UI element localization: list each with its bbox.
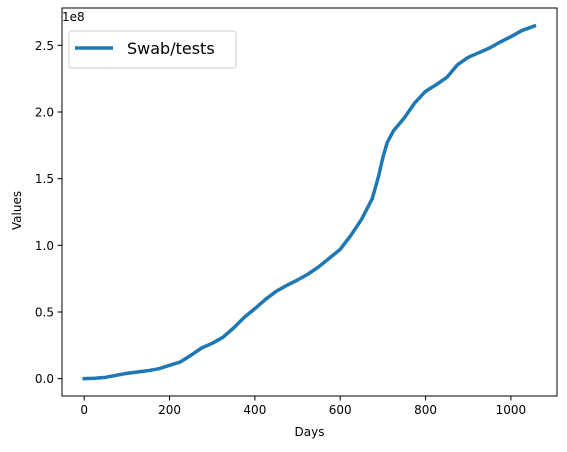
y-axis-label: Values [10, 191, 24, 230]
y-tick-label: 0.0 [35, 372, 54, 386]
legend-box [68, 30, 237, 69]
y-tick-label: 1.0 [35, 239, 54, 253]
x-tick-label: 800 [414, 403, 437, 417]
y-tick-label: 1.5 [35, 172, 54, 186]
x-axis-label: Days [295, 425, 325, 439]
x-tick-label: 600 [329, 403, 352, 417]
plot-area [61, 7, 558, 397]
y-tick-label: 2.5 [35, 39, 54, 53]
y-tick-label: 2.0 [35, 106, 54, 120]
legend-label-swab-tests: Swab/tests [127, 39, 215, 58]
axis-ticks: 0 200 400 600 800 1000 0.0 0.5 1.0 1.5 2.0 2.5 [35, 39, 526, 417]
x-tick-label: 400 [243, 403, 266, 417]
axes-frame [61, 7, 558, 397]
y-offset-label: 1e8 [62, 10, 85, 24]
x-tick-label: 0 [80, 403, 88, 417]
x-tick-label: 1000 [496, 403, 527, 417]
x-tick-label: 200 [158, 403, 181, 417]
legend: Swab/tests [68, 30, 237, 69]
series-line-swab-tests [82, 23, 537, 381]
y-tick-label: 0.5 [35, 306, 54, 320]
